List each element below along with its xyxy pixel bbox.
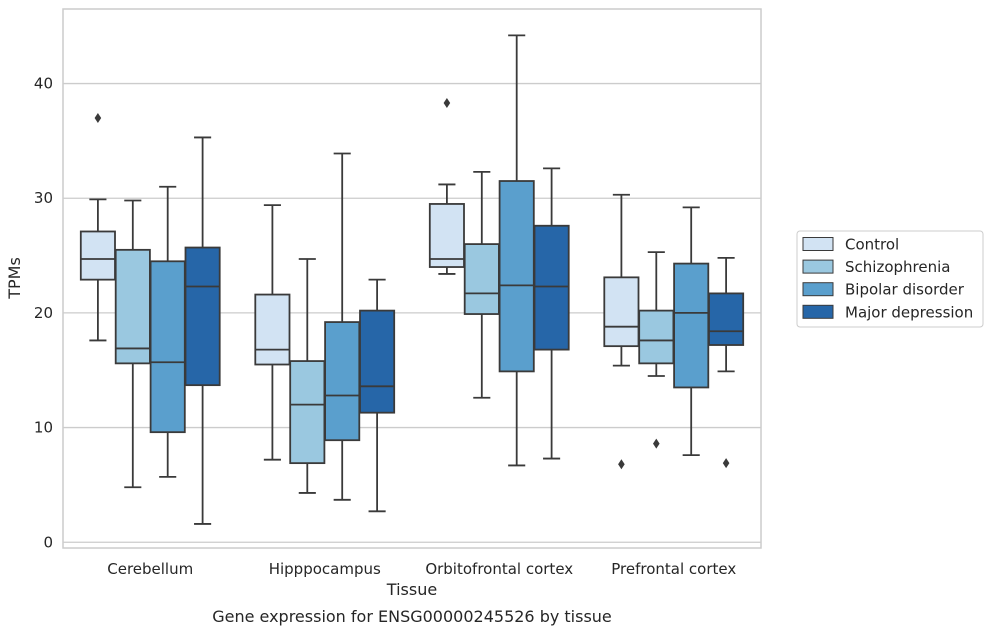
legend-label: Major depression xyxy=(845,303,973,321)
outlier-point xyxy=(618,459,625,470)
iqr-box xyxy=(498,180,535,373)
iqr-box xyxy=(673,262,710,389)
iqr-box xyxy=(638,309,675,365)
iqr-box xyxy=(114,248,151,365)
box-plot xyxy=(603,193,640,470)
legend-label: Control xyxy=(845,236,899,254)
x-tick-label: Orbitofrontal cortex xyxy=(425,560,573,578)
box-plot xyxy=(463,170,500,399)
box-plot xyxy=(184,136,221,525)
box-plot xyxy=(149,185,186,478)
iqr-box xyxy=(533,224,570,351)
legend: Control Schizophrenia Bipolar disorder Majo… xyxy=(796,230,984,328)
iqr-box xyxy=(428,203,465,268)
legend-label: Bipolar disorder xyxy=(845,281,965,299)
y-tick-label: 10 xyxy=(34,419,53,437)
box-plot xyxy=(673,206,710,457)
y-axis-label: TPMs xyxy=(5,257,24,300)
y-tick-label: 30 xyxy=(34,189,53,207)
iqr-box xyxy=(79,230,116,281)
x-tick-label: Cerebellum xyxy=(107,560,193,578)
x-tick-labels: Cerebellum Hipppocampus Orbitofrontal cort… xyxy=(107,560,736,578)
iqr-box xyxy=(708,292,745,346)
box-plot xyxy=(638,251,675,449)
iqr-box xyxy=(359,309,396,414)
y-tick-label: 40 xyxy=(34,75,53,93)
box-plot xyxy=(498,34,535,467)
box-plot xyxy=(533,167,570,460)
legend-swatch xyxy=(802,304,834,319)
legend-frame xyxy=(796,230,984,328)
iqr-box xyxy=(603,276,640,348)
x-axis-label: Tissue xyxy=(386,580,437,599)
iqr-box xyxy=(289,360,326,465)
outlier-point xyxy=(443,98,451,109)
box-plot xyxy=(428,98,465,275)
x-tick-label: Hipppocampus xyxy=(269,560,381,578)
legend-swatch xyxy=(802,259,834,274)
chart-caption: Gene expression for ENSG00000245526 by t… xyxy=(212,607,612,626)
legend-swatch xyxy=(802,237,834,251)
y-tick-label: 0 xyxy=(43,533,53,551)
box-plot xyxy=(79,112,116,342)
iqr-box xyxy=(149,260,186,434)
plot-frame xyxy=(62,8,762,549)
iqr-box xyxy=(184,246,221,387)
outlier-point xyxy=(94,112,102,123)
box-plots xyxy=(79,34,745,525)
legend-swatch xyxy=(802,282,834,297)
iqr-box xyxy=(463,243,500,315)
box-plot xyxy=(254,204,291,461)
box-plot xyxy=(708,256,745,469)
iqr-box xyxy=(324,321,361,442)
iqr-box xyxy=(254,293,291,366)
y-tick-labels: 0 10 20 30 40 xyxy=(34,75,53,552)
box-plot xyxy=(289,258,326,494)
outlier-point xyxy=(653,438,660,449)
legend-label: Schizophrenia xyxy=(845,258,950,276)
box-plot xyxy=(324,152,361,501)
box-plot xyxy=(359,278,396,513)
x-tick-label: Prefrontal cortex xyxy=(611,560,736,578)
y-tick-label: 20 xyxy=(34,304,53,322)
box-plot xyxy=(114,199,151,489)
outlier-point xyxy=(722,458,730,469)
